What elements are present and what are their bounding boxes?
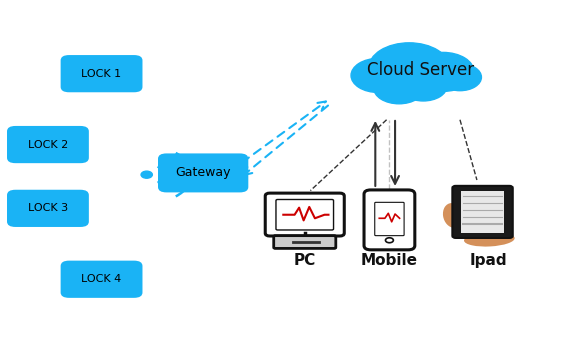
- Text: Cloud Server: Cloud Server: [367, 61, 474, 79]
- Circle shape: [385, 238, 393, 243]
- Text: LOCK 4: LOCK 4: [82, 274, 121, 284]
- Circle shape: [400, 71, 447, 101]
- Text: LOCK 2: LOCK 2: [28, 140, 68, 149]
- Text: Ipad: Ipad: [469, 253, 507, 268]
- FancyBboxPatch shape: [453, 186, 513, 238]
- Circle shape: [351, 58, 405, 93]
- FancyBboxPatch shape: [7, 190, 89, 227]
- FancyBboxPatch shape: [60, 55, 142, 92]
- Text: Mobile: Mobile: [361, 253, 418, 268]
- Circle shape: [141, 171, 152, 178]
- Circle shape: [438, 64, 482, 91]
- FancyBboxPatch shape: [265, 193, 344, 236]
- FancyBboxPatch shape: [7, 126, 89, 163]
- FancyBboxPatch shape: [374, 202, 404, 236]
- Circle shape: [373, 72, 425, 104]
- FancyBboxPatch shape: [274, 236, 336, 248]
- FancyBboxPatch shape: [364, 190, 415, 250]
- Circle shape: [369, 43, 450, 94]
- FancyBboxPatch shape: [276, 199, 333, 230]
- FancyBboxPatch shape: [461, 191, 504, 233]
- Circle shape: [412, 53, 474, 91]
- Text: PC: PC: [294, 253, 316, 268]
- Text: LOCK 1: LOCK 1: [82, 69, 121, 79]
- FancyBboxPatch shape: [158, 153, 249, 192]
- Text: Gateway: Gateway: [176, 166, 231, 179]
- Ellipse shape: [443, 203, 463, 228]
- Ellipse shape: [464, 232, 515, 247]
- Text: LOCK 3: LOCK 3: [28, 203, 68, 213]
- FancyBboxPatch shape: [60, 261, 142, 298]
